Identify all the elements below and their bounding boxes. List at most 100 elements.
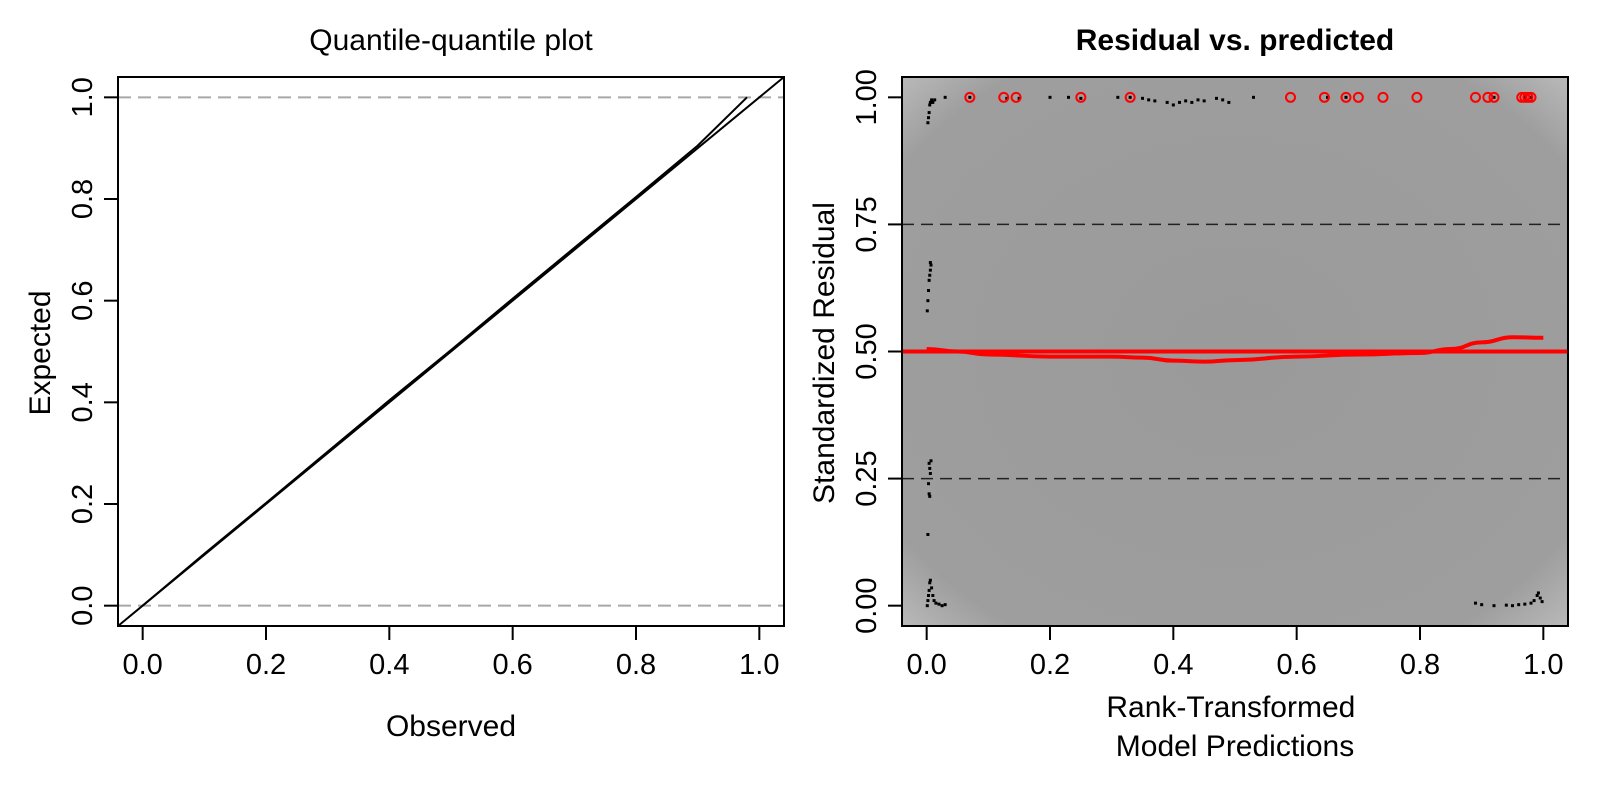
qq-x-tick-label: 0.8 [616, 649, 656, 681]
residual-point [1540, 600, 1544, 604]
residual-outlier-marker [1340, 91, 1352, 103]
residual-point [1017, 96, 1021, 100]
residual-point [1529, 95, 1533, 99]
residual-point [928, 581, 932, 585]
residual-point [927, 111, 931, 115]
qq-y-tick-label: 0.4 [67, 382, 99, 422]
residual-point [929, 263, 933, 267]
residual-point [927, 116, 931, 120]
residual-point [1048, 95, 1052, 99]
residual-point [927, 588, 931, 592]
residual-points [925, 95, 1544, 608]
residual-point [1517, 603, 1521, 607]
qq-y-tick-label: 0.8 [67, 179, 99, 219]
residual-point [1227, 100, 1231, 104]
residual-outlier-marker [1411, 91, 1423, 103]
qq-y-tick-label: 0.6 [67, 281, 99, 321]
residual-x-tick-label: 0.2 [1030, 649, 1070, 681]
qq-x-tick-label: 1.0 [739, 649, 779, 681]
residual-point [1252, 95, 1255, 99]
residual-point [1196, 98, 1200, 102]
residual-point [1523, 602, 1527, 606]
residual-point [925, 309, 929, 313]
residual-point [1221, 98, 1225, 102]
residual-point [1116, 95, 1120, 99]
residual-point [1532, 599, 1536, 603]
qq-x-tick-label: 0.0 [123, 649, 163, 681]
qq-x-tick-label: 0.6 [493, 649, 533, 681]
residual-point [928, 273, 932, 277]
residual-point [1344, 95, 1348, 99]
qq-plot-frame [117, 76, 785, 627]
residual-point [929, 459, 933, 463]
residual-point [927, 492, 931, 496]
residual-x-tick-label: 0.6 [1277, 649, 1317, 681]
residual-outliers [964, 91, 1537, 103]
residual-point [1171, 103, 1175, 107]
qq-plot-panel: Quantile-quantile plot 0.0 0.2 0.4 0.6 0.8 1.… [24, 24, 785, 743]
residual-point [928, 466, 932, 470]
residual-point [928, 578, 932, 582]
qq-x-axis-title: Observed [386, 710, 516, 743]
residual-y-tick-label: 0.50 [851, 323, 883, 379]
residual-outlier-marker [998, 91, 1010, 103]
residual-point [932, 599, 936, 603]
residual-point [927, 461, 931, 465]
qq-x-tick-label: 0.2 [246, 649, 286, 681]
residual-x-axis: 0.0 0.2 0.4 0.6 0.8 1.0 [907, 626, 1563, 681]
qq-x-axis: 0.0 0.2 0.4 0.6 0.8 1.0 [123, 626, 779, 681]
residual-point [1184, 99, 1188, 103]
residual-point [943, 95, 947, 99]
residual-x-axis-title-line2: Model Predictions [1116, 730, 1354, 763]
residual-outlier-marker [1352, 91, 1364, 103]
residual-point [1326, 95, 1329, 99]
residual-point [928, 472, 932, 475]
residual-outlier-marker [1470, 91, 1481, 103]
residual-y-axis: 0.00 0.25 0.50 0.75 1.00 [851, 69, 902, 634]
residual-point [928, 261, 932, 265]
residual-y-axis-title: Standardized Residual [808, 202, 841, 504]
residual-y-tick-label: 1.00 [851, 69, 883, 125]
qq-y-axis-title: Expected [24, 290, 57, 415]
qq-series-line [142, 96, 748, 607]
residual-point [926, 299, 930, 303]
residual-plot-panel: Residual vs. predicted 0.0 0.2 0.4 0.6 0.8 1.… [808, 24, 1569, 763]
residual-outlier-marker [1525, 91, 1537, 103]
qq-y-tick-label: 1.0 [67, 77, 99, 117]
residual-point [928, 100, 932, 104]
residual-outlier-marker [1318, 91, 1330, 103]
residual-point [1480, 603, 1484, 607]
residual-point [1153, 99, 1157, 103]
residual-point [1474, 601, 1477, 605]
residual-point [1190, 100, 1194, 104]
residual-point [1202, 99, 1206, 103]
qq-y-tick-label: 0.2 [67, 484, 99, 524]
residual-point [1067, 95, 1070, 99]
residual-point [1535, 594, 1539, 597]
residual-point [930, 98, 934, 102]
residual-y-tick-label: 0.25 [851, 450, 883, 506]
residual-point [930, 586, 934, 590]
residual-y-tick-label: 0.75 [851, 196, 883, 252]
residual-point [1523, 95, 1527, 99]
residual-x-tick-label: 1.0 [1523, 649, 1563, 681]
residual-fit-lines [902, 335, 1568, 364]
residual-reference-hlines [902, 223, 1568, 480]
residual-point [927, 278, 931, 282]
qq-plot-title: Quantile-quantile plot [309, 24, 593, 57]
residual-point [1492, 604, 1496, 608]
residual-point [1141, 96, 1144, 100]
residual-point [1538, 596, 1542, 600]
residual-point [1504, 603, 1508, 607]
residual-point [931, 594, 935, 597]
residual-point [1529, 601, 1533, 605]
residual-point [934, 601, 938, 605]
qq-y-axis: 0.0 0.2 0.4 0.6 0.8 1.0 [67, 77, 118, 626]
residual-point [940, 604, 944, 608]
qq-series [142, 96, 748, 607]
residual-point [927, 482, 931, 486]
qq-reference-hlines [118, 96, 784, 607]
residual-point [933, 98, 937, 102]
residual-point [926, 533, 930, 536]
